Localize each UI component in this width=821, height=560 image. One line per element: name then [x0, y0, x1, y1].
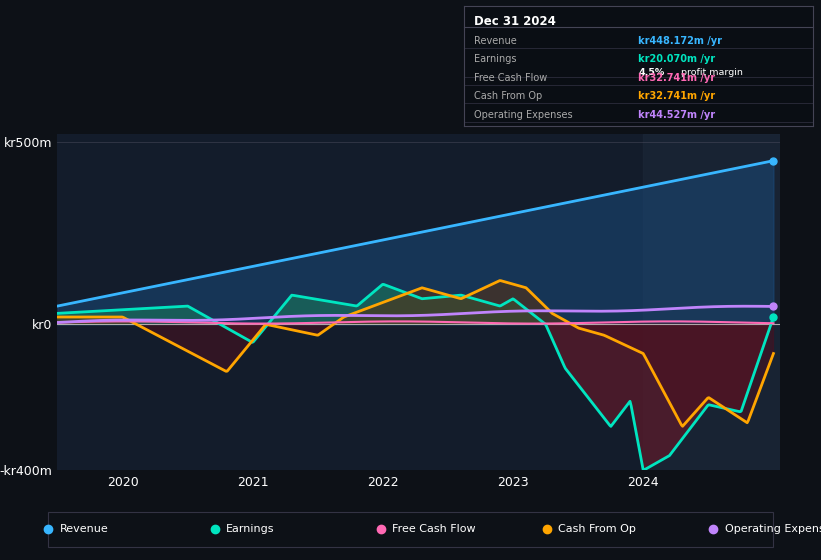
- Text: kr448.172m /yr: kr448.172m /yr: [639, 36, 722, 46]
- Text: profit margin: profit margin: [678, 68, 743, 77]
- Text: Cash From Op: Cash From Op: [558, 524, 636, 534]
- Text: Revenue: Revenue: [475, 36, 517, 46]
- Bar: [644, 134, 787, 470]
- Text: kr32.741m /yr: kr32.741m /yr: [639, 91, 715, 101]
- Text: Cash From Op: Cash From Op: [475, 91, 543, 101]
- Text: Operating Expenses: Operating Expenses: [475, 110, 573, 120]
- Text: kr32.741m /yr: kr32.741m /yr: [639, 73, 715, 83]
- Text: Free Cash Flow: Free Cash Flow: [475, 73, 548, 83]
- Text: Dec 31 2024: Dec 31 2024: [475, 15, 556, 28]
- Text: 4.5%: 4.5%: [639, 68, 664, 77]
- Text: Free Cash Flow: Free Cash Flow: [392, 524, 475, 534]
- Text: Earnings: Earnings: [475, 54, 517, 64]
- Text: Operating Expenses: Operating Expenses: [724, 524, 821, 534]
- Text: Revenue: Revenue: [60, 524, 108, 534]
- Text: kr20.070m /yr: kr20.070m /yr: [639, 54, 715, 64]
- Text: kr44.527m /yr: kr44.527m /yr: [639, 110, 715, 120]
- Text: Earnings: Earnings: [226, 524, 274, 534]
